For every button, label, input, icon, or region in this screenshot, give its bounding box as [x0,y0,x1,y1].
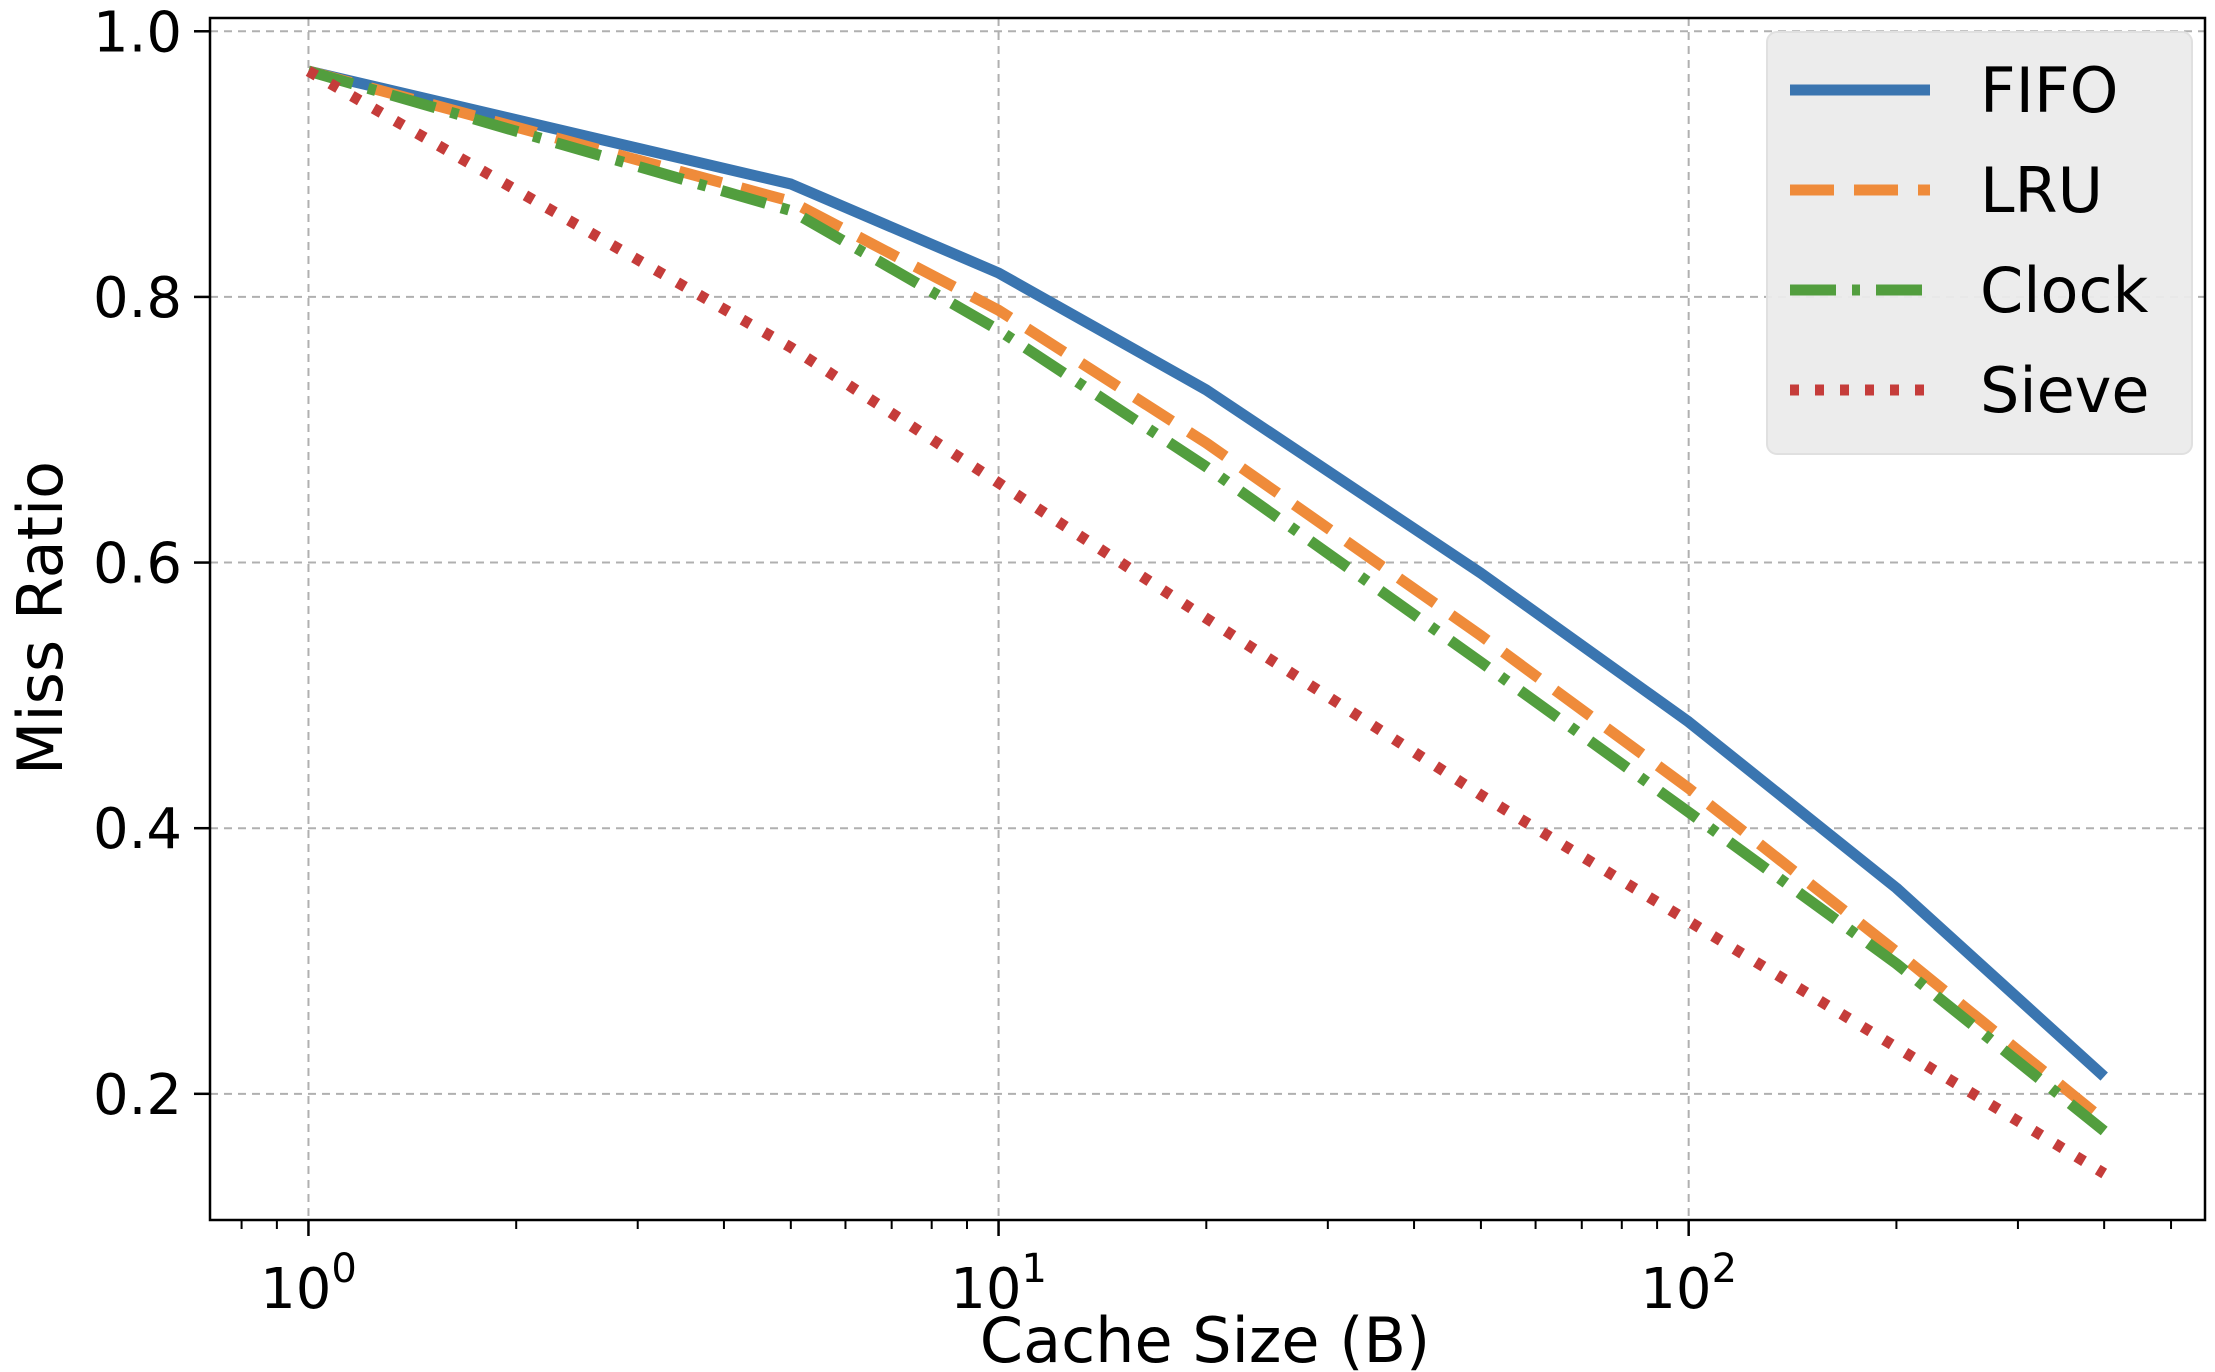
legend-label-sieve: Sieve [1980,354,2150,427]
y-tick-label: 0.6 [93,532,182,597]
series-line-clock [306,65,2108,1136]
y-tick-label: 0.2 [93,1063,182,1128]
y-tick-label: 0.4 [93,797,182,862]
x-tick-exponent: 2 [1712,1246,1737,1292]
x-tick-base: 10 [950,1257,1021,1322]
grid-layer [210,18,2205,1220]
y-axis-label: Miss Ratio [4,461,77,775]
legend-box [1766,31,2193,455]
x-tick-base: 10 [1640,1257,1711,1322]
series-layer [305,65,2108,1179]
x-tick-base: 10 [260,1257,331,1322]
legend-label-lru: LRU [1980,154,2103,227]
y-tick-label: 1.0 [93,0,182,65]
x-tick-label: 100 [260,1246,357,1322]
series-line-lru [307,65,2108,1125]
x-axis-label: Cache Size (B) [980,1304,1430,1372]
legend-label-fifo: FIFO [1980,54,2118,127]
legend-label-clock: Clock [1980,254,2149,327]
plot-frame [208,16,2207,1222]
legend: FIFO LRU Clock Sieve [1766,31,2193,455]
y-tick-label: 0.8 [93,266,182,331]
series-line-fifo [307,65,2108,1081]
x-tick-exponent: 1 [1021,1246,1046,1292]
x-tick-exponent: 0 [331,1246,356,1292]
x-tick-label: 102 [1640,1246,1737,1322]
x-tick-label: 101 [950,1246,1047,1322]
